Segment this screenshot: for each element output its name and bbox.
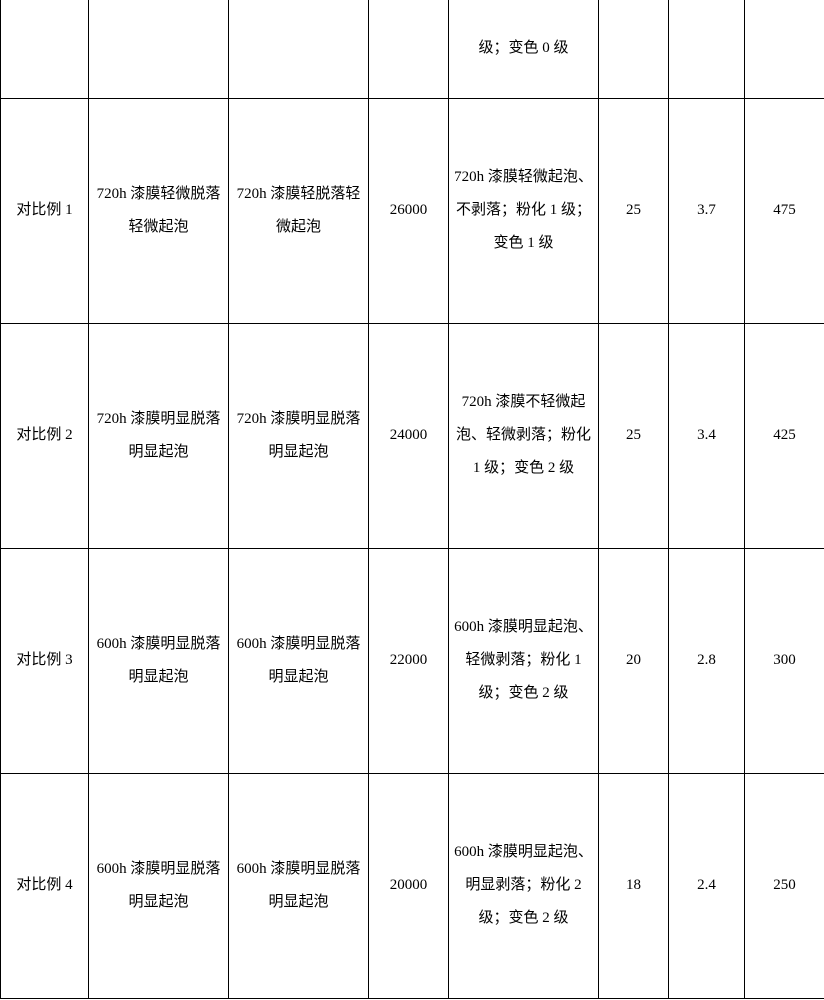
cell: 600h 漆膜明显起泡、轻微剥落；粉化 1 级；变色 2 级 <box>449 548 599 773</box>
cell <box>89 0 229 98</box>
cell: 600h 漆膜明显脱落明显起泡 <box>229 773 369 998</box>
cell: 3.7 <box>669 98 745 323</box>
cell: 2.4 <box>669 773 745 998</box>
cell <box>229 0 369 98</box>
cell <box>669 0 745 98</box>
cell: 720h 漆膜轻微起泡、不剥落；粉化 1 级；变色 1 级 <box>449 98 599 323</box>
cell-label: 对比例 1 <box>1 98 89 323</box>
table-row: 级；变色 0 级 <box>1 0 824 98</box>
cell: 720h 漆膜轻微脱落轻微起泡 <box>89 98 229 323</box>
cell <box>369 0 449 98</box>
cell-label: 对比例 4 <box>1 773 89 998</box>
cell: 600h 漆膜明显脱落明显起泡 <box>89 773 229 998</box>
cell: 720h 漆膜轻脱落轻微起泡 <box>229 98 369 323</box>
cell <box>599 0 669 98</box>
cell: 20 <box>599 548 669 773</box>
cell: 720h 漆膜不轻微起泡、轻微剥落；粉化 1 级；变色 2 级 <box>449 323 599 548</box>
cell: 25 <box>599 323 669 548</box>
table-row: 对比例 1 720h 漆膜轻微脱落轻微起泡 720h 漆膜轻脱落轻微起泡 260… <box>1 98 824 323</box>
cell: 3.4 <box>669 323 745 548</box>
cell: 600h 漆膜明显脱落明显起泡 <box>89 548 229 773</box>
cell: 级；变色 0 级 <box>449 0 599 98</box>
page: 级；变色 0 级 对比例 1 720h 漆膜轻微脱落轻微起泡 720h 漆膜轻脱… <box>0 0 824 1000</box>
cell-label: 对比例 2 <box>1 323 89 548</box>
cell: 250 <box>745 773 824 998</box>
cell: 26000 <box>369 98 449 323</box>
cell: 2.8 <box>669 548 745 773</box>
data-table: 级；变色 0 级 对比例 1 720h 漆膜轻微脱落轻微起泡 720h 漆膜轻脱… <box>0 0 824 999</box>
cell: 18 <box>599 773 669 998</box>
table-row: 对比例 3 600h 漆膜明显脱落明显起泡 600h 漆膜明显脱落明显起泡 22… <box>1 548 824 773</box>
table-row: 对比例 4 600h 漆膜明显脱落明显起泡 600h 漆膜明显脱落明显起泡 20… <box>1 773 824 998</box>
table-row: 对比例 2 720h 漆膜明显脱落明显起泡 720h 漆膜明显脱落明显起泡 24… <box>1 323 824 548</box>
cell: 600h 漆膜明显脱落明显起泡 <box>229 548 369 773</box>
cell: 425 <box>745 323 824 548</box>
cell: 720h 漆膜明显脱落明显起泡 <box>89 323 229 548</box>
cell: 300 <box>745 548 824 773</box>
cell: 720h 漆膜明显脱落明显起泡 <box>229 323 369 548</box>
cell-label: 对比例 3 <box>1 548 89 773</box>
cell <box>745 0 824 98</box>
cell: 25 <box>599 98 669 323</box>
cell: 600h 漆膜明显起泡、明显剥落；粉化 2 级；变色 2 级 <box>449 773 599 998</box>
cell: 22000 <box>369 548 449 773</box>
cell: 475 <box>745 98 824 323</box>
cell: 20000 <box>369 773 449 998</box>
cell: 24000 <box>369 323 449 548</box>
cell-label <box>1 0 89 98</box>
